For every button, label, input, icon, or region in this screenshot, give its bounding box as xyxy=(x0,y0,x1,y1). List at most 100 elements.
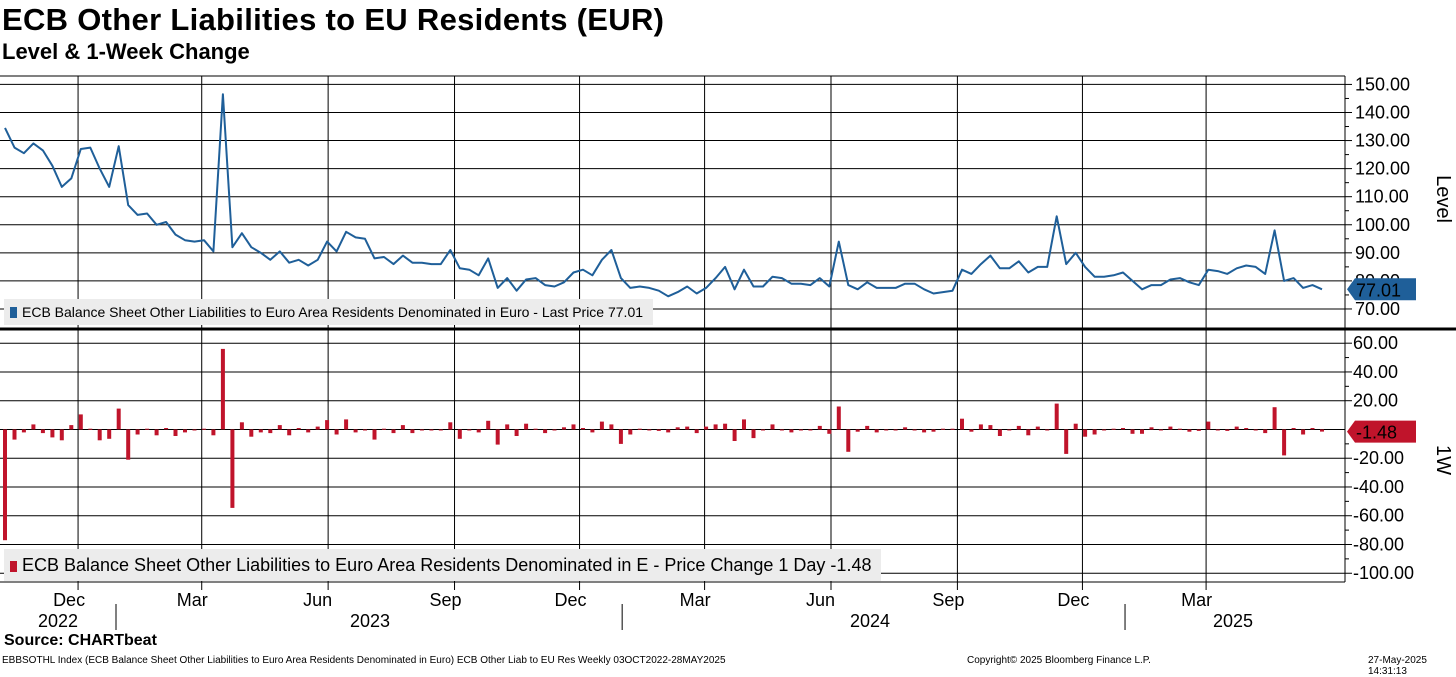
change-bar xyxy=(136,430,140,435)
change-bar xyxy=(306,430,310,433)
change-bar xyxy=(1112,429,1116,430)
level-tick-label: 140.00 xyxy=(1355,102,1410,122)
year-label: 2025 xyxy=(1213,611,1253,631)
change-bar xyxy=(1206,422,1210,430)
change-bar xyxy=(609,424,613,429)
month-tick-label: Dec xyxy=(555,590,587,610)
month-tick-label: Sep xyxy=(430,590,462,610)
change-bar xyxy=(505,424,509,429)
change-bar xyxy=(1197,430,1201,431)
change-bar xyxy=(69,425,73,429)
change-bar xyxy=(420,430,424,431)
level-axis-label: Level xyxy=(1432,175,1454,223)
change-bar xyxy=(287,430,291,436)
change-bar xyxy=(3,430,7,541)
change-bar xyxy=(202,429,206,430)
change-bar xyxy=(486,421,490,430)
change-bar xyxy=(259,430,263,433)
change-bar xyxy=(458,430,462,439)
change-bar xyxy=(373,430,377,440)
change-bar xyxy=(1168,427,1172,430)
change-bar xyxy=(733,430,737,442)
change-bar xyxy=(31,424,35,429)
change-last-value-tag-label: -1.48 xyxy=(1356,423,1397,443)
change-bar xyxy=(913,430,917,431)
change-bar xyxy=(799,430,803,431)
change-bar xyxy=(884,430,888,431)
month-tick-label: Mar xyxy=(680,590,711,610)
change-bar xyxy=(467,430,471,431)
change-bar xyxy=(534,429,538,430)
change-bar xyxy=(392,430,396,434)
level-line xyxy=(5,94,1322,296)
change-bar xyxy=(316,427,320,430)
change-bar xyxy=(1064,430,1068,454)
level-tick-label: 100.00 xyxy=(1355,215,1410,235)
change-bar xyxy=(1131,430,1135,434)
change-bar xyxy=(572,424,576,429)
change-bar xyxy=(278,425,282,429)
month-tick-label: Jun xyxy=(303,590,332,610)
change-bar xyxy=(865,426,869,430)
change-bar xyxy=(1320,430,1324,432)
change-bar xyxy=(1235,427,1239,430)
month-tick-label: Jun xyxy=(806,590,835,610)
change-bar xyxy=(1244,428,1248,429)
change-bar xyxy=(695,430,699,434)
change-bar xyxy=(230,430,234,508)
change-bar xyxy=(894,430,898,431)
change-bar xyxy=(79,414,83,429)
change-bar xyxy=(704,427,708,430)
level-legend: ECB Balance Sheet Other Liabilities to E… xyxy=(4,299,653,325)
level-last-value-tag: 77.01 xyxy=(1347,278,1416,300)
change-bar xyxy=(1083,430,1087,437)
change-axis-label: 1W xyxy=(1432,445,1454,475)
change-bar xyxy=(761,430,765,431)
change-bar xyxy=(818,426,822,430)
change-bar xyxy=(524,424,528,430)
change-bar xyxy=(22,430,26,433)
change-bar xyxy=(1263,430,1267,434)
change-bar xyxy=(562,427,566,429)
change-bar xyxy=(249,430,253,437)
change-bar xyxy=(117,409,121,430)
change-bar xyxy=(363,430,367,431)
change-tick-label: 40.00 xyxy=(1353,362,1398,382)
change-bar xyxy=(932,430,936,432)
level-tick-label: 110.00 xyxy=(1355,187,1409,207)
change-bar xyxy=(723,424,727,430)
month-tick-label: Mar xyxy=(1181,590,1212,610)
month-tick-label: Dec xyxy=(53,590,85,610)
change-bar xyxy=(1121,428,1125,429)
change-bar xyxy=(657,430,661,431)
change-bar xyxy=(1045,430,1049,431)
change-bar xyxy=(1074,424,1078,430)
change-bar xyxy=(875,430,879,433)
year-label: 2023 xyxy=(350,611,390,631)
month-tick-label: Sep xyxy=(932,590,964,610)
change-bar xyxy=(325,420,329,429)
change-tick-label: -60.00 xyxy=(1353,506,1404,526)
change-bar xyxy=(344,419,348,429)
change-bar xyxy=(268,430,272,434)
change-bar xyxy=(1273,407,1277,429)
change-bar xyxy=(600,422,604,430)
change-bar xyxy=(998,430,1002,437)
change-tick-label: -40.00 xyxy=(1353,477,1404,497)
change-bar xyxy=(1282,430,1286,456)
footer-ticker-description: EBBSOTHL Index (ECB Balance Sheet Other … xyxy=(2,655,726,666)
change-bar xyxy=(988,425,992,429)
footer-timestamp: 27-May-2025 14:31:13 xyxy=(1368,655,1456,677)
change-bar xyxy=(98,430,102,441)
change-bar xyxy=(240,422,244,429)
change-bar xyxy=(410,430,414,434)
change-bar xyxy=(145,429,149,430)
change-bar xyxy=(1301,430,1305,435)
change-legend-swatch xyxy=(10,561,17,572)
change-last-value-tag: -1.48 xyxy=(1347,421,1416,443)
change-bar xyxy=(666,430,670,433)
footer-copyright: Copyright© 2025 Bloomberg Finance L.P. xyxy=(967,655,1151,666)
change-bar xyxy=(211,430,215,436)
change-bar xyxy=(742,419,746,429)
change-bar xyxy=(13,430,17,440)
